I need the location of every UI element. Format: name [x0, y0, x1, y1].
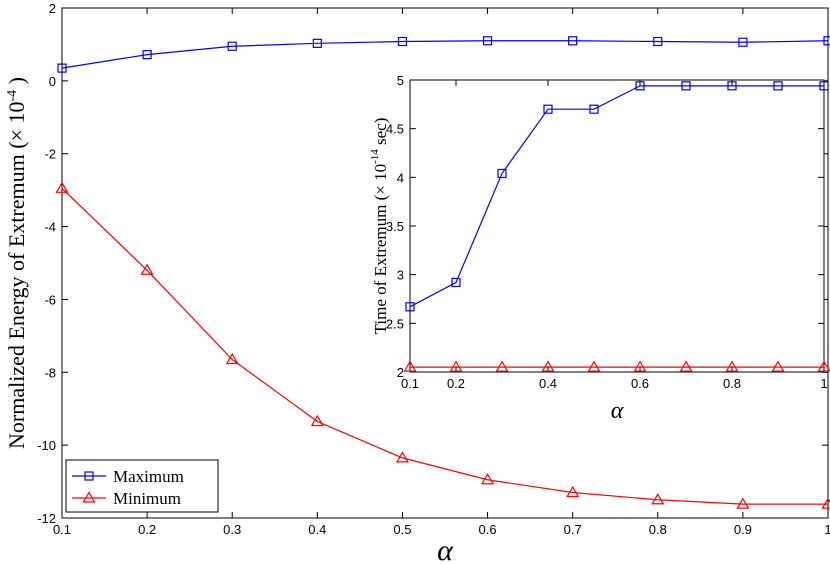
main-series-0-point	[653, 36, 663, 47]
inset-ytick-label: 2.5	[386, 316, 404, 331]
main-series-1-point	[821, 497, 830, 509]
inset-ytick-label: 5	[397, 73, 404, 88]
main-xtick-label: 0.3	[223, 522, 241, 537]
main-ytick-label: -6	[44, 292, 56, 307]
inset-series-0-point	[635, 81, 645, 91]
inset-xtick-label: 1	[820, 376, 827, 391]
main-series-1-point	[395, 451, 409, 463]
main-ytick-label: 2	[49, 1, 56, 16]
inset-series-1-point	[587, 360, 601, 372]
inset-series-1-point	[633, 360, 647, 372]
legend-entry-minimum: Minimum	[113, 489, 181, 508]
inset-series-0-point	[497, 168, 507, 179]
inset-xtick-label: 0.1	[401, 376, 419, 391]
main-ytick-label: 0	[49, 74, 56, 89]
main-xtick-label: 0.4	[308, 522, 326, 537]
legend-entry-maximum: Maximum	[113, 467, 184, 486]
main-y-axis-label-exponent: -4	[5, 90, 20, 102]
main-xtick-label: 0.6	[479, 522, 497, 537]
main-series-0-point	[568, 36, 578, 46]
main-series-1-line	[61, 187, 828, 505]
main-series-0-point	[57, 63, 67, 73]
inset-xtick-label: 0.8	[723, 376, 741, 391]
main-xtick-label: 0.2	[138, 522, 156, 537]
inset-series-0-line	[409, 85, 824, 308]
main-ytick-label: -8	[44, 365, 56, 380]
main-series-1-point	[566, 485, 580, 498]
main-ytick-label: -4	[44, 220, 56, 235]
inset-xtick-label: 0.2	[447, 376, 465, 391]
main-y-axis-label: Normalized Energy of Extremum (× 10-4 )	[4, 77, 29, 449]
inset-ytick-label: 3	[397, 268, 404, 283]
legend-swatch-marker	[84, 471, 94, 481]
main-xtick-label: 0.1	[53, 522, 71, 537]
inset-series-0-point	[589, 104, 599, 114]
main-series-0-point	[738, 37, 748, 47]
legend: Maximum Minimum	[65, 459, 219, 513]
main-series-0-line	[61, 40, 829, 69]
inset-y-axis-label-exponent: -14	[369, 149, 381, 164]
inset-series-1-point	[771, 360, 785, 372]
inset-series-0-point	[819, 81, 829, 91]
main-series-1-point	[55, 181, 69, 193]
inset-ytick-label: 4.5	[386, 122, 404, 137]
main-xtick-label: 0.7	[564, 522, 582, 537]
main-xtick-label: 0.8	[649, 522, 667, 537]
main-xtick-label: 0.9	[734, 522, 752, 537]
main-xtick-label: 1	[824, 522, 830, 537]
inset-y-axis-label-close: sec)	[371, 118, 390, 150]
inset-series-1-point	[679, 360, 693, 372]
inset-series-0-point	[681, 81, 691, 91]
inset-ytick-label: 3.5	[386, 219, 404, 234]
inset-y-axis-label-text: Time of Extremum (× 10	[371, 164, 390, 334]
main-series-0-point	[142, 50, 152, 60]
main-y-axis-label-close: )	[4, 77, 29, 90]
main-y-axis-label-text: Normalized Energy of Extremum (× 10	[4, 102, 29, 449]
main-series-0-point	[227, 41, 237, 51]
inset-series-1-point	[403, 360, 417, 372]
main-ytick-label: -10	[37, 438, 56, 453]
main-series-0-point	[823, 36, 830, 46]
inset-series-0-point	[405, 302, 415, 312]
inset-series-1-point	[495, 360, 509, 372]
inset-series-0-point	[727, 81, 737, 91]
inset-series-1-point	[817, 360, 830, 372]
main-series-0-point	[397, 36, 408, 47]
main-series-1-point	[481, 473, 495, 485]
inset-x-axis-label: α	[611, 398, 624, 424]
legend-box	[65, 459, 219, 513]
inset-ytick-label: 4	[397, 170, 404, 185]
main-series-1-point	[736, 497, 750, 509]
inset-axes-frame	[409, 79, 825, 373]
inset-series-1-point	[541, 360, 555, 372]
main-series-0-point	[312, 38, 322, 48]
inset-y-axis-label: Time of Extremum (× 10-14 sec)	[369, 118, 390, 335]
legend-swatch-marker	[82, 491, 96, 503]
inset-panel: 5 4.5 4 3.5 3 2.5 20.1 0.2 0.4 0.6 0.8 1 α Time of Ex…	[369, 73, 830, 424]
inset-xtick-label: 0.6	[631, 376, 649, 391]
main-series-0-point	[482, 36, 493, 46]
main-series-1-point	[651, 493, 665, 505]
main-ytick-label: -12	[37, 511, 56, 526]
inset-series-1-point	[449, 360, 463, 372]
main-ytick-label: -2	[44, 147, 56, 162]
inset-series-0-point	[451, 277, 461, 288]
main-series-1-point	[140, 263, 154, 275]
main-series-1-point	[225, 352, 239, 365]
inset-series-0-point	[543, 104, 553, 114]
inset-series-1-point	[725, 360, 739, 372]
inset-ytick-label: 2	[397, 365, 404, 380]
main-xtick-label: 0.5	[393, 522, 411, 537]
main-x-axis-label: α	[437, 534, 454, 564]
inset-series-0-point	[773, 81, 783, 91]
inset-xtick-label: 0.4	[539, 376, 557, 391]
main-series-1-point	[310, 414, 324, 427]
